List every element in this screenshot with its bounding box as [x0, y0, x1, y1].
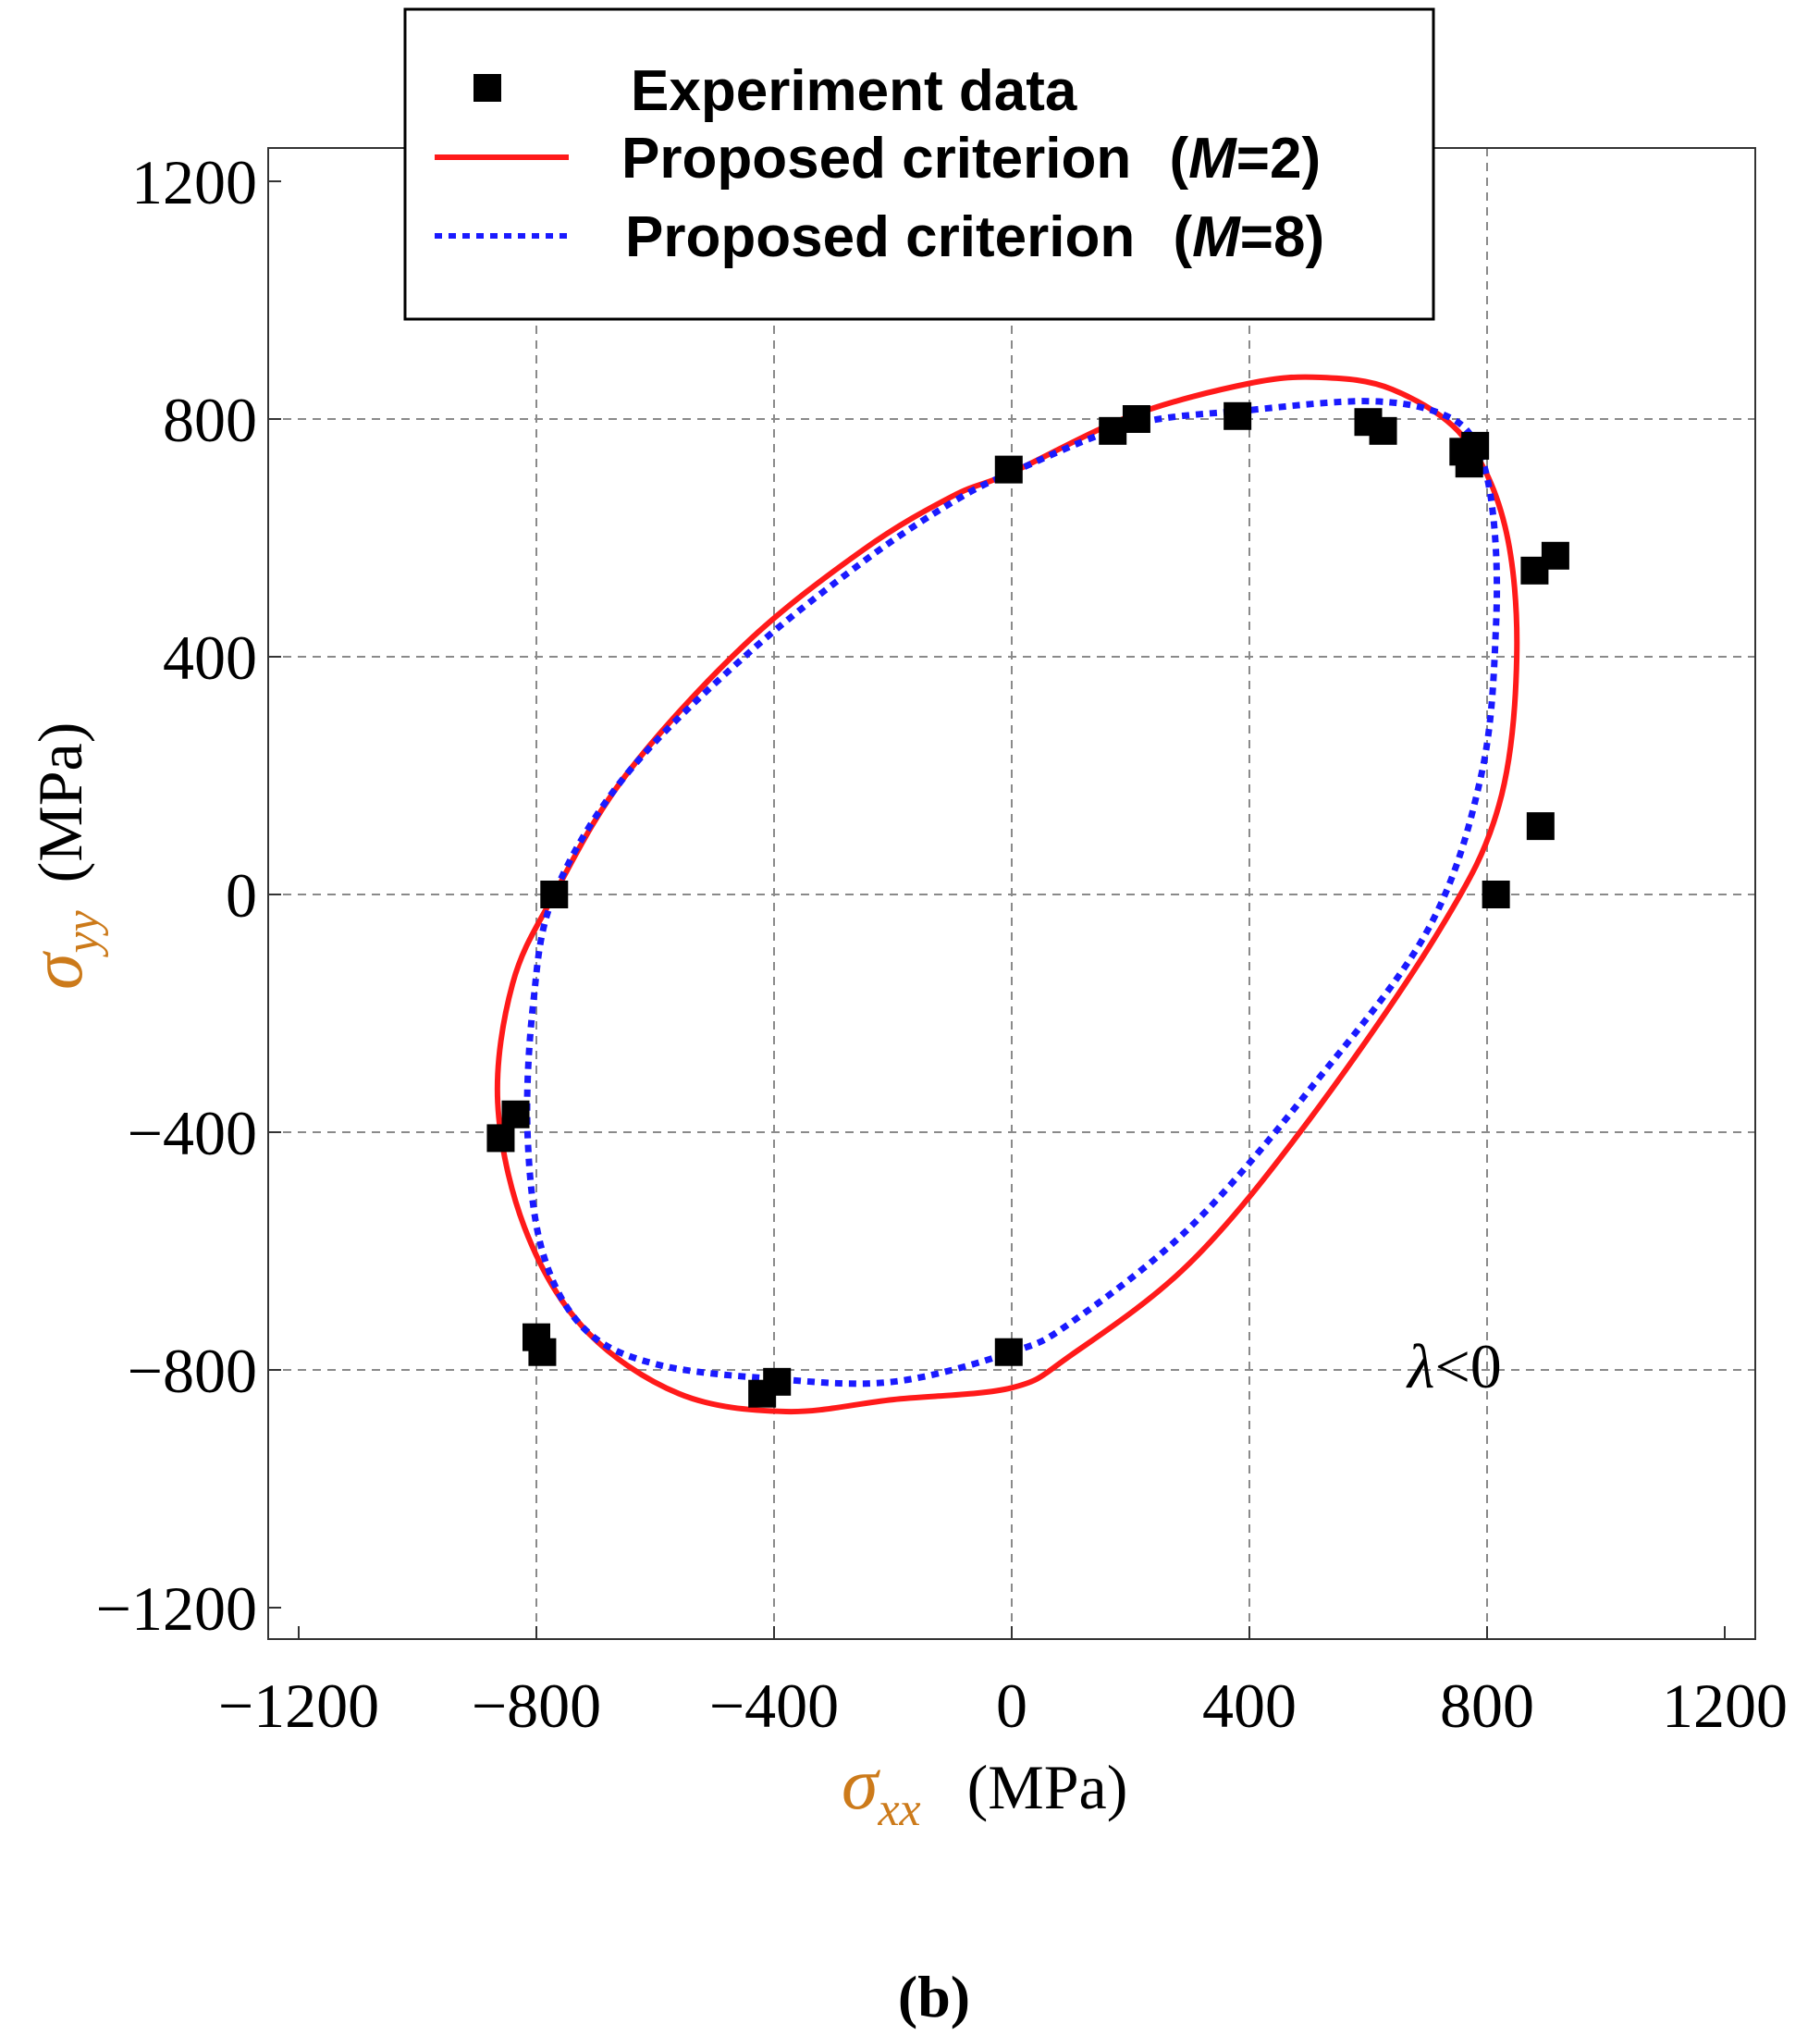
legend-box	[403, 7, 1435, 321]
legend-label-m2: Proposed criterion	[621, 127, 1131, 191]
y-tick-label: 1200	[131, 147, 257, 217]
ticks: −1200 −800 −400 0 400 800 1200 −1200 −800 −400 0 40…	[96, 147, 1788, 1741]
y-axis-label: σyy(MPa)	[17, 722, 109, 990]
x-tick-label: −800	[472, 1671, 601, 1741]
x-tick-label: 400	[1202, 1671, 1297, 1741]
legend-entry-m8: Proposed criterion (M=8)	[625, 205, 1324, 269]
experiment-point	[486, 1124, 515, 1153]
y-tick-label: −400	[128, 1098, 257, 1168]
experiment-point	[994, 455, 1023, 484]
experiment-point	[528, 1338, 557, 1366]
y-tick-label: −800	[128, 1336, 257, 1406]
legend: Experiment data Proposed criterion (M=2)…	[403, 7, 1435, 321]
lambda-annotation: λ<0	[1406, 1331, 1502, 1401]
legend-label-m8: Proposed criterion	[625, 205, 1135, 269]
experiment-point	[1455, 450, 1483, 478]
experiment-point	[1099, 416, 1127, 445]
experiment-point	[1482, 881, 1510, 908]
experiment-point	[1541, 541, 1569, 570]
curve-m2	[494, 374, 1520, 1415]
y-tick-label: 800	[163, 385, 257, 455]
experiment-point	[540, 881, 569, 908]
experiment-point	[994, 1338, 1023, 1366]
x-tick-label: 1200	[1662, 1671, 1788, 1741]
experiment-point	[1122, 405, 1150, 433]
legend-entry-m2: Proposed criterion (M=2)	[621, 127, 1321, 191]
x-tick-label: 800	[1440, 1671, 1534, 1741]
legend-label-experiment: Experiment data	[631, 59, 1077, 123]
x-tick-label: −1200	[218, 1671, 379, 1741]
experiment-point	[1369, 416, 1397, 445]
x-axis-label: σxx (MPa)	[842, 1744, 1127, 1836]
panel-label: (b)	[898, 1964, 970, 2029]
y-tick-label: −1200	[96, 1573, 257, 1644]
y-tick-label: 400	[163, 623, 257, 693]
x-tick-label: −400	[709, 1671, 839, 1741]
legend-marker-experiment	[473, 74, 501, 102]
experiment-point	[748, 1379, 777, 1408]
experiment-point	[1224, 401, 1252, 430]
experiment-point	[501, 1100, 530, 1128]
experiment-point	[1526, 812, 1555, 841]
scatter-points	[486, 401, 1569, 1408]
y-tick-label: 0	[226, 860, 257, 931]
x-tick-label: 0	[996, 1671, 1027, 1741]
